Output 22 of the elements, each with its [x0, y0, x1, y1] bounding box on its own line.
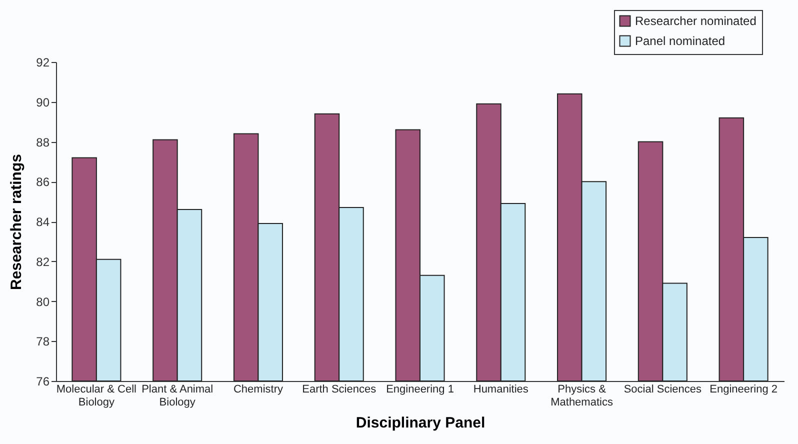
x-tick-label: Humanities [473, 384, 529, 396]
y-axis-title: Researcher ratings [8, 154, 26, 290]
x-tick-label: Engineering 1 [386, 384, 454, 396]
y-tick-label: 80 [36, 294, 50, 309]
x-tick-label: Earth Sciences [302, 384, 377, 396]
x-tick-label: Chemistry [233, 384, 284, 396]
x-tick-label: Social Sciences [624, 384, 702, 396]
x-tick-label: Plant & Animal Biology [142, 384, 214, 408]
x-tick-label: Engineering 2 [710, 384, 778, 396]
y-tick-label: 84 [36, 215, 50, 229]
x-tick-label: Molecular & Cell Biology [56, 384, 136, 408]
legend-label: Panel nominated [635, 34, 726, 48]
x-tick-label: Physics & Mathematics [550, 384, 614, 408]
y-tick-label: 90 [36, 95, 50, 110]
x-axis-title: Disciplinary Panel [356, 414, 486, 432]
y-tick-label: 78 [36, 334, 50, 349]
y-tick-label: 76 [36, 374, 50, 388]
y-tick-label: 82 [36, 254, 50, 269]
y-tick-label: 88 [36, 135, 50, 150]
legend-label: Researcher nominated [635, 14, 756, 28]
y-tick-label: 86 [36, 175, 50, 190]
y-tick-label: 92 [36, 56, 50, 70]
